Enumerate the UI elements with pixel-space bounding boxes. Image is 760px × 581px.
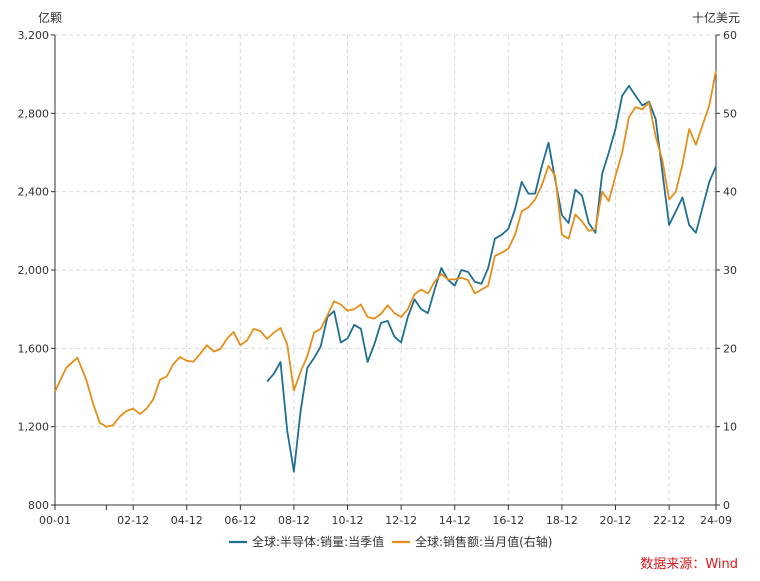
y-left-tick-label: 1,200	[18, 421, 50, 434]
y-right-tick-label: 50	[723, 107, 737, 120]
x-tick-label: 24-09	[700, 514, 732, 527]
x-tick-label: 22-12	[653, 514, 685, 527]
legend-label-2: 全球:销售额:当月值(右轴)	[415, 534, 552, 549]
x-tick-label: 12-12	[385, 514, 417, 527]
source-note: 数据来源：Wind	[640, 557, 738, 572]
y-left-tick-label: 2,000	[18, 264, 50, 277]
right-axis-unit: 十亿美元	[692, 10, 740, 25]
x-tick-label: 10-12	[332, 514, 364, 527]
y-left-tick-label: 1,600	[18, 342, 50, 355]
x-tick-label: 06-12	[224, 514, 256, 527]
y-left-tick-label: 3,200	[18, 29, 50, 42]
y-left-tick-label: 2,400	[18, 186, 50, 199]
x-tick-label: 00-01	[39, 514, 71, 527]
series-line-1	[266, 85, 717, 473]
x-tick-label: 04-12	[171, 514, 203, 527]
x-tick-label: 08-12	[278, 514, 310, 527]
legend: 全球:半导体:销量:当季值 全球:销售额:当月值(右轴)	[229, 534, 552, 549]
y-right-tick-label: 40	[723, 186, 737, 199]
series-line-2	[54, 70, 717, 428]
x-tick-label: 14-12	[439, 514, 471, 527]
y-right-tick-label: 30	[723, 264, 737, 277]
y-left-tick-label: 2,800	[18, 107, 50, 120]
x-tick-label: 20-12	[600, 514, 632, 527]
x-tick-label: 18-12	[546, 514, 578, 527]
legend-label-1: 全球:半导体:销量:当季值	[252, 534, 384, 549]
gridlines	[55, 34, 716, 505]
y-right-tick-label: 0	[723, 499, 730, 512]
y-right-tick-label: 10	[723, 421, 737, 434]
y-right-tick-label: 60	[723, 29, 737, 42]
x-tick-label: 02-12	[117, 514, 149, 527]
series-lines	[54, 70, 717, 473]
y-left-tick-label: 800	[28, 499, 49, 512]
y-right-tick-label: 20	[723, 342, 737, 355]
x-tick-label: 16-12	[492, 514, 524, 527]
left-axis-unit: 亿颗	[38, 10, 62, 25]
axes: 800 1,200 1,600 2,000 2,400 2,800 3,200 0 10 20 30…	[18, 29, 738, 527]
